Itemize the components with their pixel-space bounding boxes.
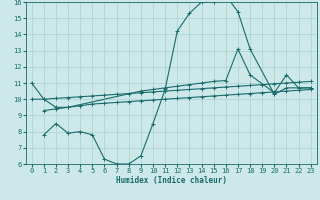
X-axis label: Humidex (Indice chaleur): Humidex (Indice chaleur) [116,176,227,185]
